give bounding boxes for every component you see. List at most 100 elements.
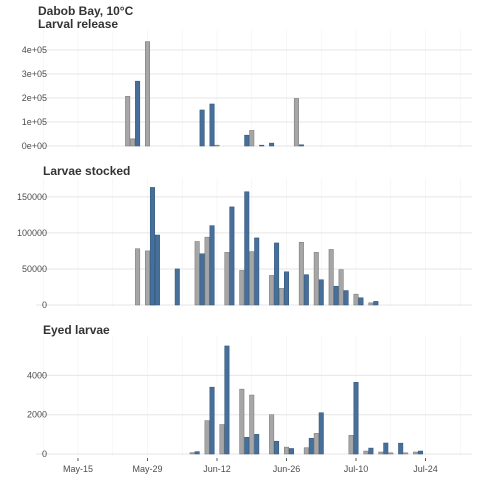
- bar-gray: [130, 138, 136, 147]
- bar-gray: [328, 249, 334, 306]
- bar-blue: [199, 253, 205, 306]
- bar-gray: [269, 414, 275, 455]
- bar-blue: [254, 237, 260, 306]
- bar-gray: [145, 41, 151, 147]
- x-tick-label: May-29: [132, 464, 162, 474]
- bar-gray: [214, 144, 220, 147]
- bar-gray: [388, 452, 394, 455]
- bar-blue: [229, 206, 235, 306]
- bar-gray: [135, 248, 141, 306]
- bar-blue: [383, 442, 389, 455]
- bar-blue: [308, 437, 314, 455]
- bar-blue: [298, 144, 304, 147]
- y-tick-label: 100000: [17, 228, 47, 238]
- bar-blue: [274, 242, 280, 306]
- bar-blue: [283, 271, 289, 306]
- panel-larvae-stocked: 0 50000 100000 150000: [17, 178, 472, 310]
- bar-gray: [204, 236, 210, 306]
- y-tick-label: 3e+05: [22, 69, 47, 79]
- bar-blue: [418, 450, 424, 455]
- bar-gray: [298, 241, 304, 306]
- bar-gray: [283, 446, 289, 455]
- bar-gray: [313, 252, 319, 306]
- bar-blue: [269, 142, 275, 147]
- bar-blue: [259, 144, 265, 147]
- y-tick-label: 4000: [27, 370, 47, 380]
- bar-blue: [358, 297, 364, 306]
- bar-blue: [318, 412, 324, 455]
- bar-blue: [154, 234, 160, 306]
- bar-gray: [338, 269, 344, 306]
- bar-blue: [209, 225, 215, 306]
- bar-gray: [249, 394, 255, 455]
- bar-blue: [244, 191, 250, 306]
- bar-gray: [145, 250, 151, 306]
- y-tick-label: 0: [42, 449, 47, 459]
- bar-gray: [303, 447, 309, 455]
- bar-blue: [274, 440, 280, 455]
- bar-blue: [343, 290, 349, 306]
- y-tick-label: 150000: [17, 192, 47, 202]
- panel-title-larvae-stocked: Larvae stocked: [43, 164, 131, 178]
- bar-blue: [244, 134, 250, 147]
- y-tick-label: 50000: [22, 264, 47, 274]
- bar-gray: [403, 452, 409, 455]
- bar-blue: [224, 345, 230, 455]
- bar-gray: [194, 241, 200, 306]
- panel-title-larval-release: Larval release: [38, 17, 119, 31]
- bar-gray: [378, 451, 384, 455]
- panel-eyed-larvae: 0 2000 4000: [27, 336, 472, 459]
- x-axis: May-15 May-29 Jun-12 Jun-26 Jul-10 Jul-24: [63, 458, 438, 474]
- bar-gray: [353, 293, 359, 306]
- bar-gray: [224, 252, 230, 306]
- bar-gray: [125, 96, 131, 147]
- figure-title: Dabob Bay, 10°C: [38, 4, 134, 18]
- bar-gray: [313, 433, 319, 455]
- y-tick-label: 2000: [27, 410, 47, 420]
- bar-gray: [279, 288, 285, 306]
- x-tick-label: Jul-24: [413, 464, 438, 474]
- bar-gray: [363, 450, 369, 455]
- bar-blue: [368, 447, 374, 455]
- x-tick-label: Jun-12: [203, 464, 231, 474]
- bar-blue: [209, 103, 215, 147]
- bar-blue: [174, 268, 180, 306]
- x-tick-label: May-15: [63, 464, 93, 474]
- bar-gray: [348, 435, 354, 455]
- bar-blue: [373, 301, 379, 306]
- y-tick-label: 1e+05: [22, 117, 47, 127]
- bar-blue: [333, 285, 339, 306]
- bar-gray: [204, 420, 210, 455]
- bar-blue: [194, 451, 200, 455]
- bar-blue: [135, 80, 141, 147]
- y-tick-label: 0e+00: [22, 141, 47, 151]
- bar-gray: [413, 451, 419, 455]
- bar-blue: [318, 279, 324, 306]
- bar-blue: [303, 274, 309, 306]
- y-tick-label: 0: [42, 300, 47, 310]
- bar-gray: [269, 275, 275, 306]
- x-tick-label: Jul-10: [344, 464, 369, 474]
- bar-gray: [219, 424, 225, 455]
- panel-title-eyed-larvae: Eyed larvae: [43, 323, 110, 337]
- bar-gray: [293, 98, 299, 147]
- bar-blue: [149, 187, 155, 306]
- bar-blue: [353, 382, 359, 455]
- bar-blue: [209, 386, 215, 455]
- bar-blue: [254, 434, 260, 455]
- bar-gray: [249, 251, 255, 306]
- bar-blue: [398, 442, 404, 455]
- y-tick-label: 2e+05: [22, 93, 47, 103]
- bar-gray: [189, 452, 195, 455]
- bar-gray: [249, 130, 255, 147]
- bar-gray: [368, 302, 374, 306]
- bar-gray: [239, 388, 245, 455]
- bar-blue: [199, 109, 205, 147]
- bar-blue: [244, 437, 250, 455]
- x-tick-label: Jun-26: [273, 464, 301, 474]
- bar-blue: [288, 448, 294, 455]
- y-tick-label: 4e+05: [22, 45, 47, 55]
- bar-gray: [239, 270, 245, 306]
- panel-larval-release: 0e+00 1e+05 2e+05 3e+05 4e+05: [22, 30, 472, 151]
